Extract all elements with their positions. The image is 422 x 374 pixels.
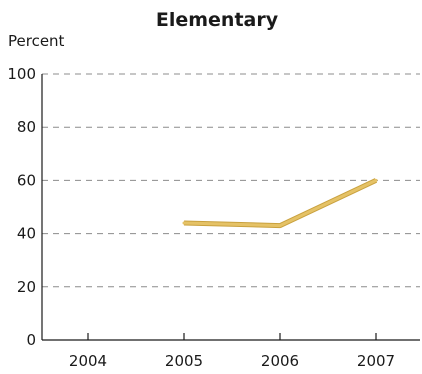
y-tick-label: 20 [17, 278, 36, 296]
y-axis-label: Percent [8, 32, 65, 50]
x-tick-label: 2005 [165, 352, 203, 370]
data-point [374, 178, 378, 182]
x-tick-label: 2007 [357, 352, 395, 370]
y-tick-label: 80 [17, 118, 36, 136]
y-tick-label: 0 [26, 331, 36, 349]
data-point [182, 221, 186, 225]
y-tick-label: 100 [7, 65, 36, 83]
x-tick-label: 2004 [69, 352, 107, 370]
gridlines [42, 73, 420, 288]
y-tick-label: 40 [17, 225, 36, 243]
x-tick-labels: 2004 2005 2006 2007 [69, 352, 395, 370]
y-tick-label: 60 [17, 171, 36, 189]
data-point [278, 224, 282, 228]
y-tick-labels: 0 20 40 60 80 100 [7, 65, 36, 349]
series-line-outline [183, 178, 378, 229]
chart-title: Elementary [156, 9, 279, 31]
x-tick-label: 2006 [261, 352, 299, 370]
series-line [183, 179, 377, 228]
axes [41, 74, 420, 341]
series-group [182, 178, 378, 229]
